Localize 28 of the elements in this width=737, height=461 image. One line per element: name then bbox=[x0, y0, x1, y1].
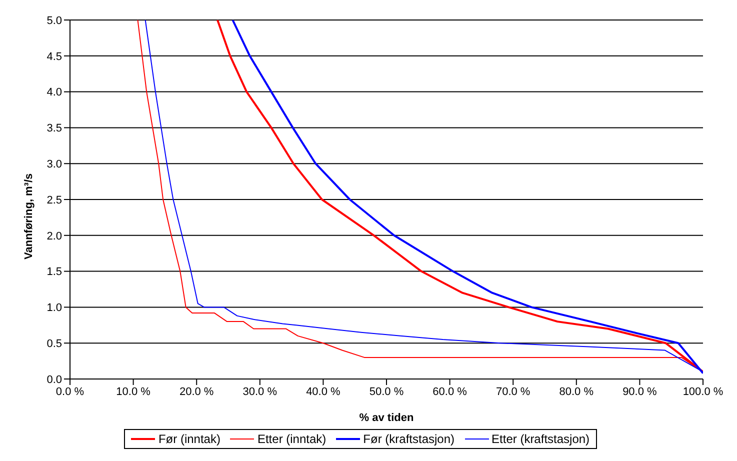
x-tick-label: 20.0 % bbox=[179, 386, 214, 398]
x-tick-label: 100.0 % bbox=[682, 386, 724, 398]
x-tick-label: 40.0 % bbox=[306, 386, 341, 398]
x-tick-label: 70.0 % bbox=[496, 386, 530, 398]
y-tick-label: 2.5 bbox=[46, 194, 62, 206]
y-axis-title: Vannføring, m³/s bbox=[22, 173, 35, 260]
x-tick-label: 10.0 % bbox=[116, 386, 151, 398]
y-tick-label: 5.0 bbox=[46, 14, 62, 27]
y-tick-label: 3.0 bbox=[46, 158, 62, 171]
x-tick-label: 0.0 % bbox=[56, 386, 84, 398]
y-tick-label: 1.0 bbox=[46, 302, 62, 314]
x-tick-label: 50.0 % bbox=[369, 386, 404, 398]
y-tick-label: 0.0 bbox=[46, 374, 62, 386]
legend-label: Etter (kraftstasjon) bbox=[490, 432, 590, 446]
x-tick-label: 30.0 % bbox=[242, 386, 278, 398]
y-tick-label: 3.5 bbox=[46, 122, 62, 135]
y-tick-label: 0.5 bbox=[46, 338, 62, 350]
legend-label: Før (inntak) bbox=[157, 432, 220, 446]
x-axis-title: % av tiden bbox=[359, 412, 414, 424]
y-tick-label: 4.0 bbox=[46, 86, 62, 99]
x-tick-label: 60.0 % bbox=[432, 386, 468, 398]
x-tick-label: 80.0 % bbox=[559, 386, 594, 398]
x-tick-label: 90.0 % bbox=[622, 386, 658, 398]
y-tick-label: 2.0 bbox=[46, 230, 62, 242]
y-tick-label: 4.5 bbox=[46, 50, 62, 63]
legend-label: Før (kraftstasjon) bbox=[362, 432, 455, 446]
y-tick-label: 1.5 bbox=[46, 266, 62, 278]
legend-label: Etter (inntak) bbox=[256, 432, 326, 446]
